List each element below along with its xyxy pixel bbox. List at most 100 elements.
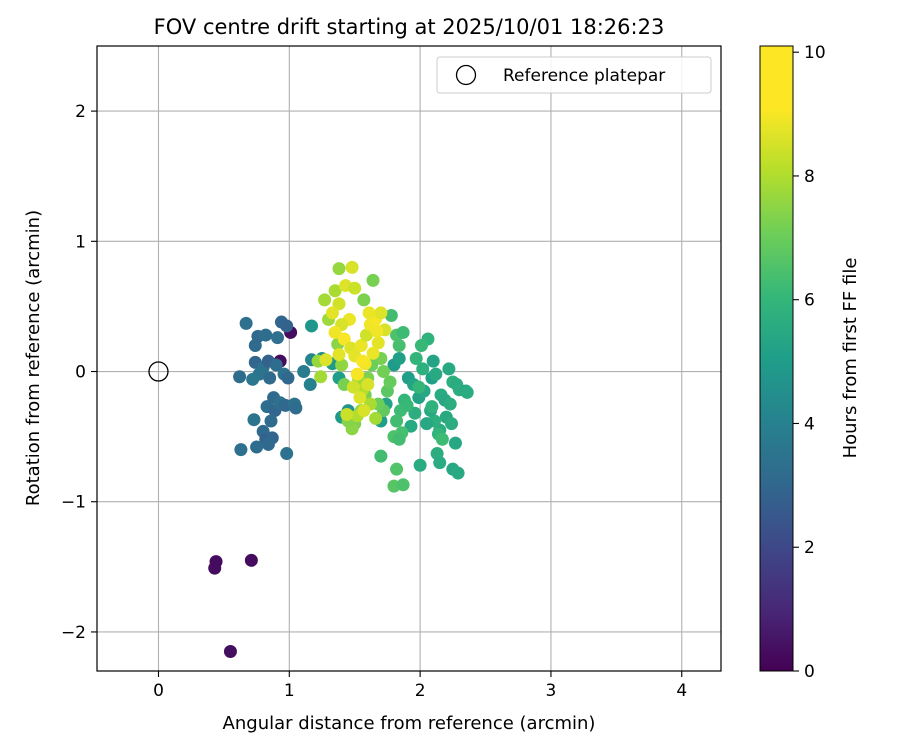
scatter-point xyxy=(435,432,449,446)
scatter-point xyxy=(332,262,346,276)
scatter-point xyxy=(357,404,371,418)
colorbar-tick-label: 0 xyxy=(804,662,815,682)
scatter-point xyxy=(259,328,273,342)
x-tick-label: 3 xyxy=(546,681,557,701)
scatter-point xyxy=(233,370,247,384)
colorbar-bar xyxy=(759,45,794,672)
scatter-point xyxy=(366,346,380,360)
scatter-point xyxy=(280,319,294,333)
scatter-point xyxy=(208,561,222,575)
scatter-point xyxy=(356,354,370,368)
grid xyxy=(97,46,721,671)
scatter-point xyxy=(318,293,332,307)
scatter-point xyxy=(239,316,253,330)
scatter-point xyxy=(280,447,294,461)
plot-frame xyxy=(96,45,722,672)
scatter-point xyxy=(247,413,261,427)
scatter-point xyxy=(412,380,426,394)
scatter-point xyxy=(319,353,333,367)
scatter-point xyxy=(433,456,447,470)
scatter-point xyxy=(289,401,303,415)
scatter-point xyxy=(234,443,248,457)
scatter-point xyxy=(357,293,371,307)
y-tick-label: 1 xyxy=(75,232,86,252)
scatter-point xyxy=(404,419,418,433)
y-axis-ticks: −2 −1 0 1 2 xyxy=(61,102,97,643)
scatter-point xyxy=(264,414,278,428)
x-tick-label: 4 xyxy=(676,681,687,701)
scatter-point xyxy=(370,324,384,338)
scatter-point xyxy=(460,385,474,399)
scatter-point xyxy=(346,380,360,394)
scatter-point xyxy=(448,436,462,450)
scatter-point xyxy=(348,281,362,295)
scatter-point xyxy=(325,306,339,320)
scatter-point xyxy=(362,306,376,320)
scatter-point xyxy=(425,400,439,414)
scatter-point xyxy=(263,371,277,385)
scatter-point xyxy=(383,375,397,389)
scatter-point xyxy=(374,449,388,463)
colorbar-tick-label: 6 xyxy=(804,291,815,311)
legend-label: Reference platepar xyxy=(503,66,665,86)
colorbar-tick-label: 4 xyxy=(804,414,815,434)
scatter-point xyxy=(429,367,443,381)
scatter-point xyxy=(374,306,388,320)
scatter-point xyxy=(353,391,367,405)
reference-layer xyxy=(148,361,169,382)
scatter-point xyxy=(409,352,423,365)
scatter-point xyxy=(223,644,237,658)
legend-marker-open-circle-icon xyxy=(455,64,477,86)
scatter-point xyxy=(376,365,390,379)
y-tick-label: 2 xyxy=(75,102,86,122)
scatter-point xyxy=(369,411,383,425)
scatter-point xyxy=(354,338,368,352)
scatter-point xyxy=(297,365,311,379)
scatter-point xyxy=(366,273,380,287)
scatter-point xyxy=(359,328,373,342)
scatter-point xyxy=(371,336,385,350)
scatter-point xyxy=(337,332,351,346)
scatter-point xyxy=(345,260,359,274)
y-tick-label: −1 xyxy=(61,493,86,513)
x-tick-label: 0 xyxy=(153,681,164,701)
scatter-point xyxy=(392,432,406,446)
y-tick-label: −2 xyxy=(61,623,86,643)
scatter-point xyxy=(396,325,410,339)
y-tick-label: 0 xyxy=(75,363,86,383)
scatter-point xyxy=(281,371,295,385)
scatter-point xyxy=(332,297,346,311)
scatter-point xyxy=(416,362,430,376)
colorbar-ticks: 0 2 4 6 8 10 xyxy=(793,43,826,682)
scatter-point xyxy=(390,462,404,476)
x-tick-label: 1 xyxy=(284,681,295,701)
scatter-point xyxy=(392,338,406,352)
scatter-point xyxy=(396,478,410,492)
legend: Reference platepar xyxy=(436,56,712,94)
scatter-point xyxy=(443,397,457,411)
x-axis-label: Angular distance from reference (arcmin) xyxy=(223,713,596,734)
chart-title: FOV centre drift starting at 2025/10/01 … xyxy=(154,15,665,39)
scatter-point xyxy=(261,437,275,451)
scatter-point xyxy=(384,309,398,323)
x-axis-ticks: 0 1 2 3 4 xyxy=(153,671,687,701)
scatter-point xyxy=(328,284,342,298)
scatter-point xyxy=(400,398,414,412)
scatter-point xyxy=(340,407,354,421)
x-tick-label: 2 xyxy=(415,681,426,701)
scatter-point xyxy=(445,417,459,431)
scatter-point xyxy=(420,417,434,431)
y-axis-label: Rotation from reference (arcmin) xyxy=(23,210,44,506)
scatter-point xyxy=(314,370,328,384)
scatter-point xyxy=(269,358,283,372)
scatter-point xyxy=(246,372,260,386)
scatter-point xyxy=(413,458,427,472)
scatter-point xyxy=(390,414,404,428)
scatter-point xyxy=(335,358,349,372)
colorbar-tick-label: 10 xyxy=(804,43,826,63)
scatter-point xyxy=(305,319,319,333)
reference-platepar-marker xyxy=(148,361,169,382)
scatter-point xyxy=(414,338,428,352)
scatter-point xyxy=(250,440,264,454)
